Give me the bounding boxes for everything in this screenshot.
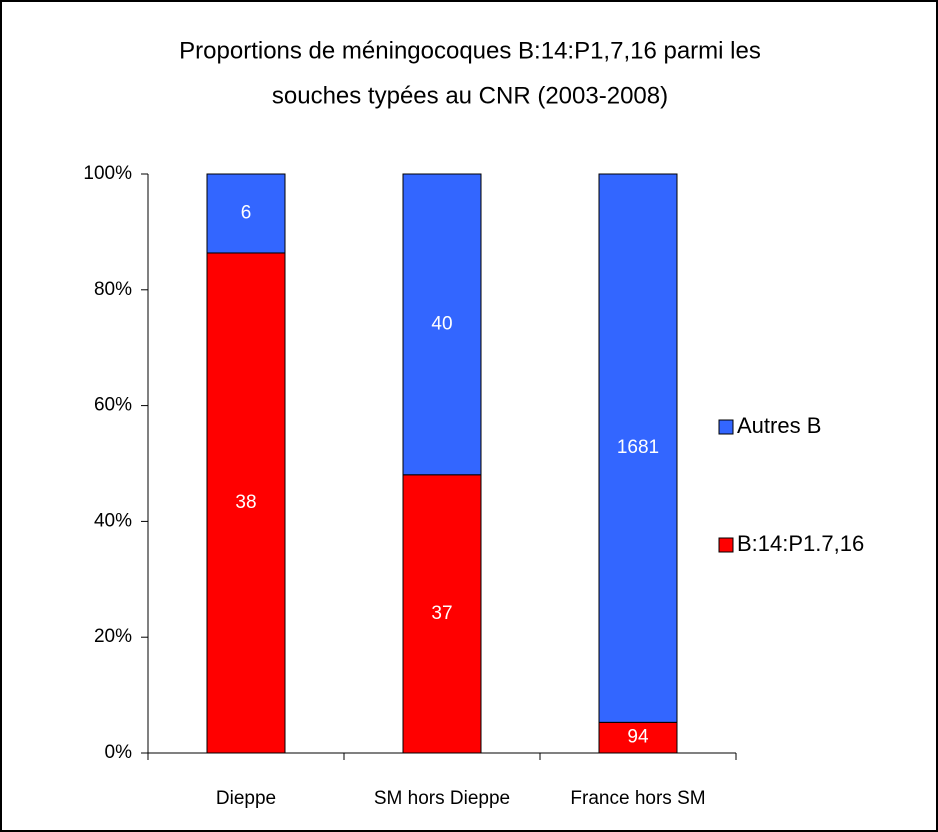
bar-segment (402, 173, 482, 476)
data-label: 6 (241, 202, 252, 223)
chart-title: souches typées au CNR (2003-2008) (272, 82, 668, 109)
y-tick-label: 80% (94, 279, 132, 300)
legend-label: B:14:P1.7,16 (737, 531, 864, 556)
data-label: 40 (431, 313, 452, 334)
bar-segment (206, 173, 286, 254)
x-tick-label: SM hors Dieppe (374, 788, 510, 809)
legend-swatch (718, 537, 734, 553)
bar-segment (206, 252, 286, 754)
data-label: 1681 (617, 437, 659, 458)
data-label: 37 (431, 603, 452, 624)
y-tick-label: 40% (94, 510, 132, 531)
data-label: 94 (627, 727, 649, 748)
bar-segment (598, 173, 678, 723)
x-tick-label: Dieppe (216, 788, 276, 809)
legend-label: Autres B (737, 413, 821, 438)
legend-swatch (718, 419, 734, 435)
data-label: 38 (235, 492, 256, 513)
bar-segment (598, 721, 678, 754)
y-tick-label: 100% (83, 163, 132, 184)
y-tick-label: 60% (94, 395, 132, 416)
y-tick-label: 20% (94, 626, 132, 647)
x-tick-label: France hors SM (570, 788, 705, 809)
chart-title: Proportions de méningocoques B:14:P1,7,1… (179, 37, 761, 64)
y-tick-label: 0% (105, 742, 133, 763)
